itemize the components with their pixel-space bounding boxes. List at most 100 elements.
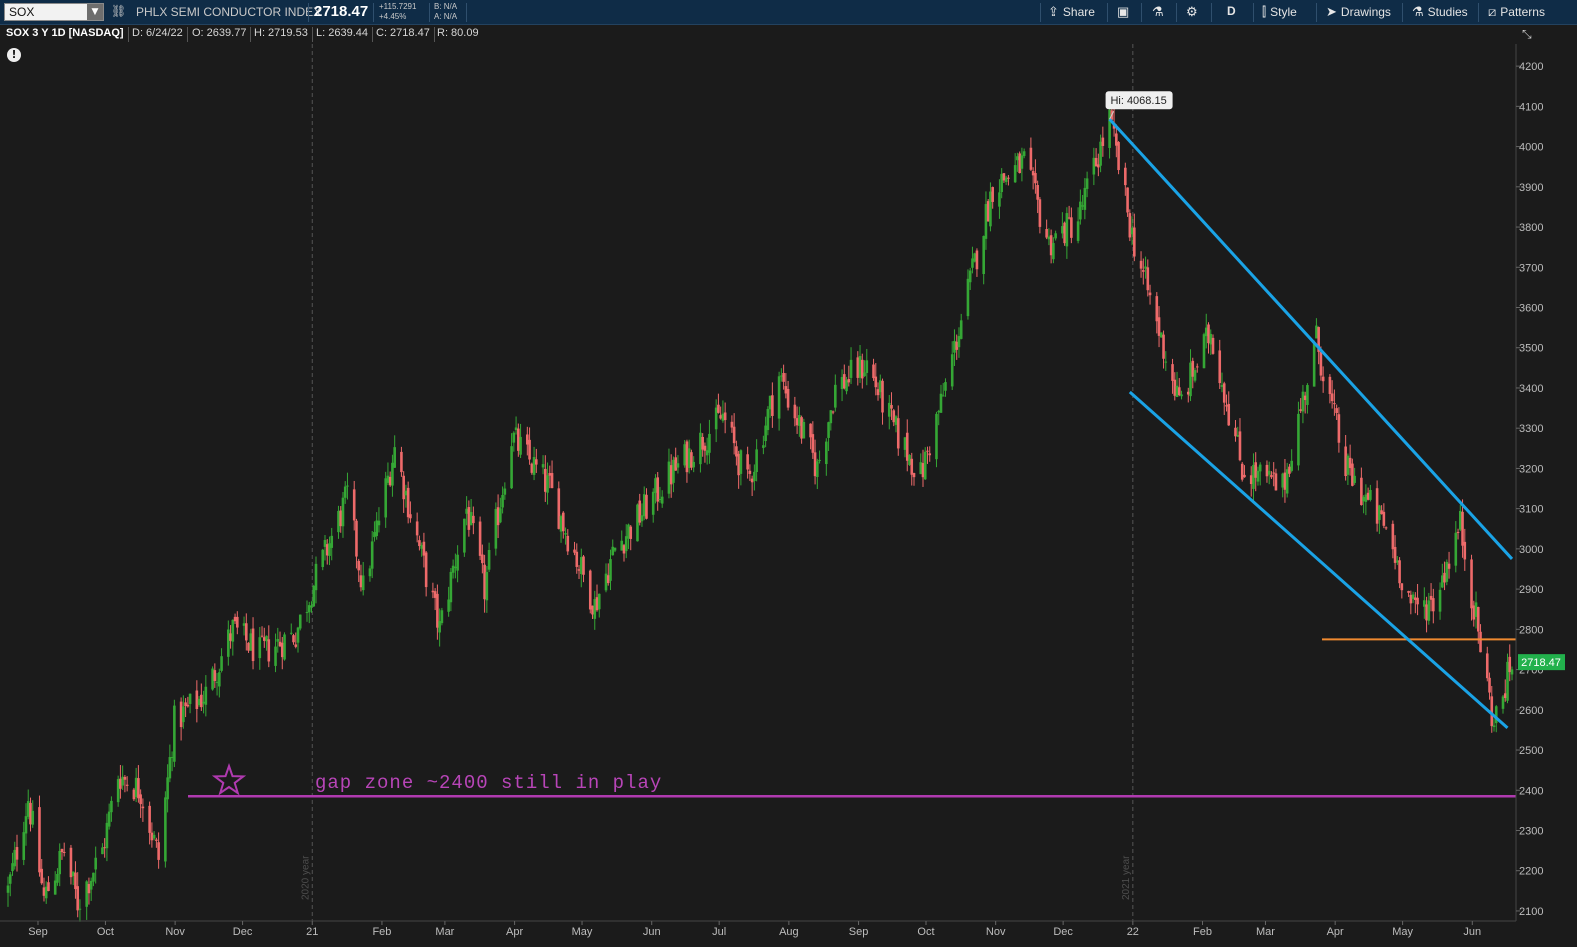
- channel-trend-line[interactable]: [1128, 390, 1509, 730]
- candle-body: [845, 380, 848, 392]
- candle-body: [950, 354, 954, 387]
- candle-body: [1081, 205, 1084, 207]
- channel-trend-line[interactable]: [1108, 118, 1514, 560]
- candle-body: [1002, 173, 1006, 181]
- candle-body: [624, 536, 628, 552]
- bid-value: B: N/A: [434, 2, 458, 11]
- symbol-description: PHLX SEMI CONDUCTOR INDEX: [136, 5, 322, 19]
- candle-body: [1016, 156, 1019, 161]
- candle-body: [1204, 327, 1208, 337]
- symbol-input[interactable]: SOX ▼: [4, 3, 104, 21]
- time-axis[interactable]: Sep Oct Nov Dec 21 Feb Mar Apr May Jun Jul Aug Sep Oc…: [28, 921, 1481, 938]
- candle-body: [1148, 292, 1152, 296]
- candle-body: [750, 478, 754, 483]
- candle-body: [218, 672, 221, 687]
- link-icon[interactable]: ⛓: [111, 4, 127, 18]
- candle-body: [276, 638, 280, 642]
- candle-body: [800, 417, 803, 439]
- candle-body: [1364, 494, 1368, 502]
- candle-body: [1092, 157, 1096, 175]
- candle-body: [89, 880, 93, 890]
- candle-body: [188, 693, 192, 704]
- drawings-label: Drawings: [1340, 5, 1391, 19]
- candle-body: [1049, 235, 1053, 256]
- candle-body: [676, 463, 680, 468]
- candle-body: [535, 459, 538, 465]
- info-open: O: 2639.77: [192, 27, 252, 42]
- chevron-down-icon[interactable]: ▼: [87, 4, 103, 20]
- candle-body: [1369, 489, 1372, 500]
- candle-body: [735, 446, 738, 457]
- patterns-button[interactable]: ⧄ Patterns: [1488, 4, 1545, 21]
- candle-body: [579, 557, 583, 575]
- share-button[interactable]: ⇪ Share: [1048, 4, 1095, 21]
- candle-body: [155, 839, 158, 841]
- candle-body: [840, 377, 844, 390]
- candle-body: [847, 378, 851, 383]
- candle-body: [433, 591, 437, 598]
- candle-body: [1063, 222, 1066, 244]
- candle-body: [11, 863, 14, 872]
- exclamation-icon[interactable]: !: [7, 48, 21, 62]
- candle-body: [699, 432, 702, 465]
- candle-body: [103, 847, 106, 849]
- bid-ask-block: B: N/A A: N/A: [434, 2, 457, 22]
- studies-button[interactable]: ⚗ Studies: [1412, 4, 1468, 21]
- candle-body: [856, 357, 860, 378]
- candle-body: [415, 521, 419, 536]
- candle-body: [566, 535, 570, 552]
- aggregation-button[interactable]: D: [1227, 4, 1236, 18]
- candle-body: [220, 656, 223, 671]
- candle-body: [687, 448, 691, 468]
- price-axis[interactable]: 2100220023002400250026002700280029003000…: [1516, 61, 1543, 918]
- candle-body: [955, 341, 959, 350]
- candle-body: [168, 757, 172, 779]
- candle-body: [456, 554, 459, 571]
- candle-body: [937, 410, 941, 413]
- candle-body: [1337, 414, 1341, 443]
- x-tick-label: 22: [1127, 926, 1139, 938]
- candle-body: [1207, 324, 1210, 344]
- candle-body: [404, 490, 408, 496]
- candle-body: [597, 593, 601, 610]
- candle-body: [215, 681, 219, 683]
- style-button[interactable]: ⫿ Style: [1262, 4, 1297, 21]
- candle-body: [723, 412, 727, 421]
- candle-body: [638, 500, 642, 523]
- chart-canvas[interactable]: [0, 44, 1516, 921]
- grid-button[interactable]: ▣: [1117, 4, 1133, 21]
- candle-body: [892, 410, 896, 423]
- candle-body: [1290, 460, 1293, 471]
- candle-body: [512, 432, 516, 443]
- y-tick-label: 2200: [1519, 866, 1543, 878]
- candle-body: [674, 457, 677, 471]
- candle-body: [1445, 561, 1449, 582]
- candle-body: [683, 444, 686, 466]
- share-icon: ⇪: [1048, 4, 1059, 19]
- settings-button[interactable]: ⚙: [1186, 4, 1202, 21]
- candle-body: [834, 384, 837, 408]
- high-bubble-pointer: [1109, 111, 1115, 120]
- candle-body: [1189, 362, 1192, 397]
- candle-body: [1382, 511, 1386, 526]
- candle-body: [195, 690, 199, 709]
- candle-style-icon: ⫿: [1262, 4, 1267, 19]
- drawing-lines[interactable]: [188, 118, 1516, 798]
- candle-body: [1144, 266, 1147, 269]
- divider: [1402, 3, 1403, 22]
- collapse-arrows-icon[interactable]: ⤡: [1522, 27, 1532, 41]
- candle-body: [283, 634, 286, 660]
- candle-body: [1508, 656, 1512, 673]
- grid-icon: ▣: [1117, 4, 1130, 19]
- candle-body: [1319, 351, 1323, 376]
- candle-body: [251, 628, 255, 662]
- candle-body: [526, 434, 529, 445]
- candle-body: [1234, 427, 1237, 437]
- lab-button[interactable]: ⚗: [1152, 4, 1168, 21]
- candle-body: [1463, 541, 1467, 560]
- candle-body: [1490, 696, 1494, 727]
- drawings-button[interactable]: ➤ Drawings: [1326, 4, 1391, 21]
- candle-body: [31, 810, 35, 825]
- divider: [429, 3, 430, 22]
